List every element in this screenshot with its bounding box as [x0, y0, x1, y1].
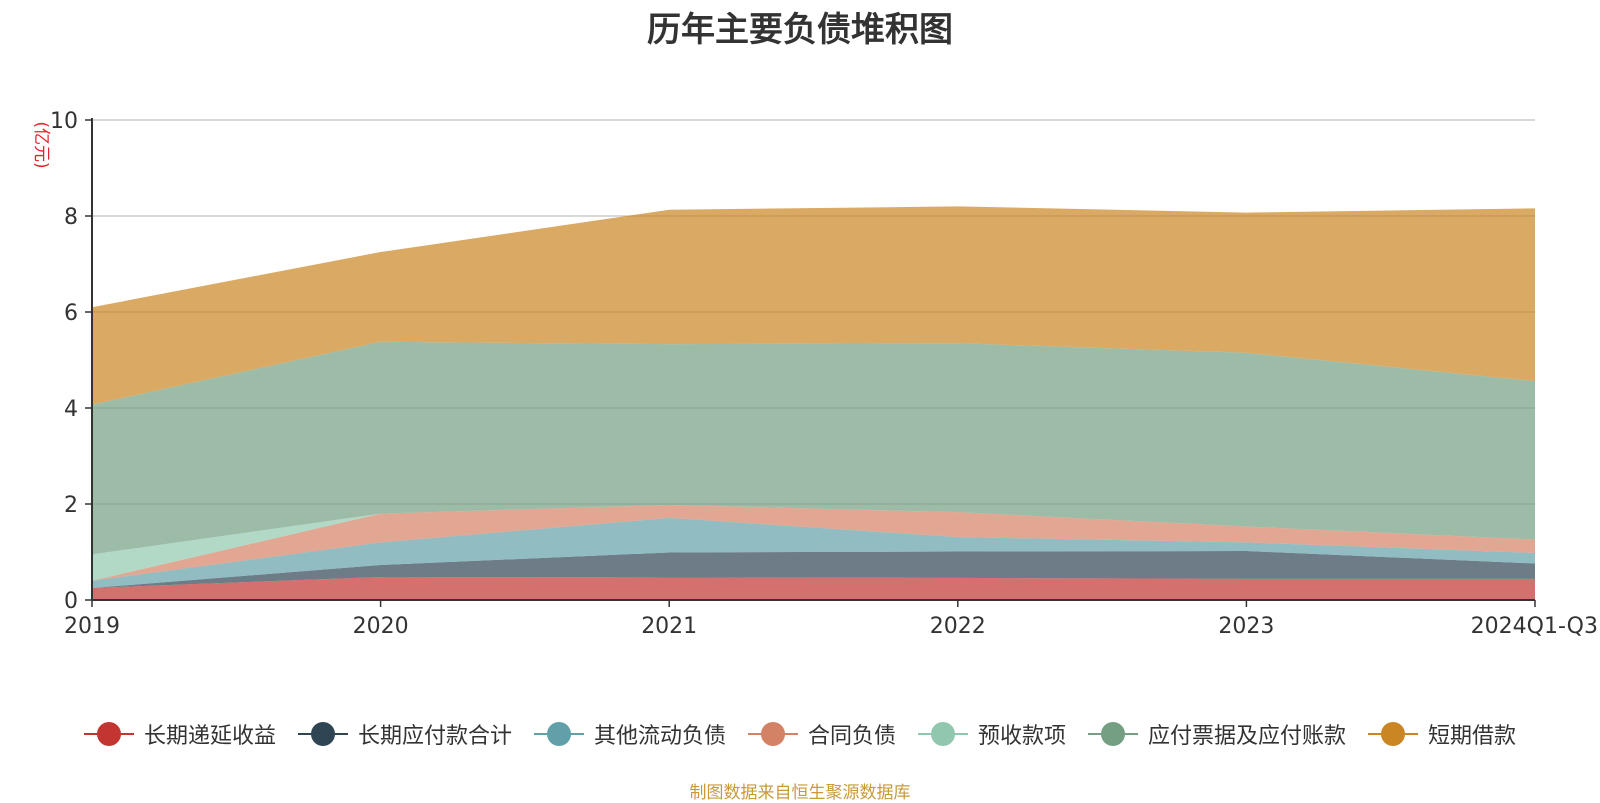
- legend-marker-icon: [1368, 722, 1419, 746]
- legend-item[interactable]: 应付票据及应付账款: [1088, 718, 1346, 750]
- chart-title: 历年主要负债堆积图: [647, 10, 953, 50]
- y-tick-label: 6: [64, 301, 78, 326]
- y-tick-label: 10: [50, 109, 78, 134]
- legend-marker-icon: [747, 722, 798, 746]
- y-tick-label: 0: [64, 589, 78, 614]
- x-tick-label: 2021: [641, 614, 697, 639]
- legend-item[interactable]: 长期递延收益: [83, 718, 276, 750]
- legend-label: 合同负债: [807, 724, 896, 749]
- source-note: 制图数据来自恒生聚源数据库: [689, 783, 911, 803]
- y-tick-label: 2: [64, 493, 78, 518]
- legend-item[interactable]: 预收款项: [918, 718, 1066, 750]
- legend-marker-icon: [297, 722, 348, 746]
- legend-marker-icon: [1088, 722, 1139, 746]
- legend-label: 短期借款: [1428, 724, 1517, 749]
- x-tick-label: 2023: [1218, 614, 1274, 639]
- area-长期应付款合计: [92, 551, 1535, 588]
- stacked-area-chart: 0 2 4 6 8 10 2019 2020 2021 2022 2023 2024Q1-Q3 (亿元…: [31, 109, 1598, 639]
- legend-label: 预收款项: [978, 724, 1067, 749]
- legend-label: 应付票据及应付账款: [1148, 724, 1347, 749]
- legend-marker-icon: [918, 722, 968, 746]
- area-短期借款: [92, 206, 1535, 405]
- area-合同负债: [92, 504, 1535, 581]
- tick-labels: 0 2 4 6 8 10 2019 2020 2021 2022 2023 2024Q1-Q3: [50, 109, 1598, 639]
- y-tick-label: 8: [64, 205, 78, 230]
- x-tick-label: 2020: [353, 614, 409, 639]
- legend-item[interactable]: 其他流动负债: [533, 718, 726, 750]
- axes: [85, 118, 1536, 607]
- legend-item[interactable]: 合同负债: [747, 718, 896, 750]
- legend: 长期递延收益 长期应付款合计 其他流动负债 合同负债 预收款项 应付票据及应付账款 短期借款: [0, 718, 1600, 750]
- legend-label: 长期递延收益: [143, 724, 276, 749]
- y-tick-label: 4: [64, 397, 78, 422]
- area-其他流动负债: [92, 517, 1535, 588]
- area-应付票据及应付账款: [92, 341, 1535, 555]
- legend-marker-icon: [533, 722, 584, 746]
- legend-item[interactable]: 短期借款: [1368, 718, 1516, 750]
- area-series: [92, 206, 1535, 600]
- x-tick-label: 2022: [930, 614, 986, 639]
- x-tick-label: 2019: [64, 614, 120, 639]
- legend-marker-icon: [83, 722, 134, 746]
- y-axis-unit-label: (亿元): [31, 121, 51, 168]
- area-长期递延收益: [92, 576, 1535, 600]
- legend-label: 其他流动负债: [593, 724, 726, 749]
- legend-label: 长期应付款合计: [357, 724, 512, 749]
- legend-item[interactable]: 长期应付款合计: [297, 718, 512, 750]
- x-tick-label: 2024Q1-Q3: [1471, 614, 1598, 639]
